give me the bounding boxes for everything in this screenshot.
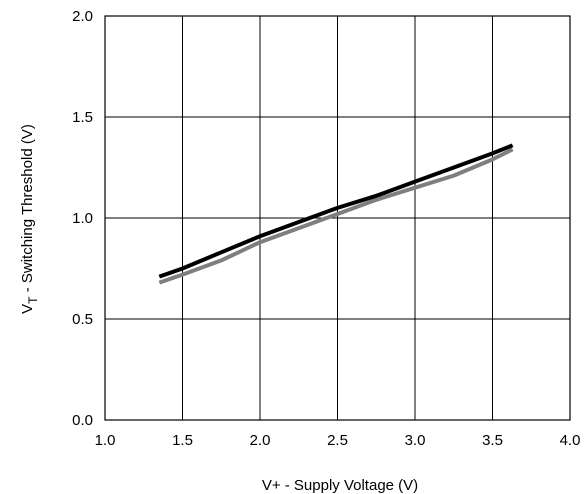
grid (104, 15, 571, 421)
series-layer (158, 143, 514, 285)
y-tick-label: 0.5 (72, 311, 93, 328)
y-tick-label: 1.5 (72, 109, 93, 126)
x-tick-label: 4.0 (560, 432, 581, 449)
series-line-2 (158, 143, 514, 279)
x-tick-label: 1.5 (172, 432, 193, 449)
y-tick-labels: 0.0 0.5 1.0 1.5 2.0 (72, 8, 93, 429)
y-tick-label: 0.0 (72, 412, 93, 429)
series-line-1 (158, 147, 514, 285)
y-tick-label: 1.0 (72, 210, 93, 227)
y-axis-title: VT - Switching Threshold (V) (19, 124, 40, 314)
x-tick-labels: 1.0 1.5 2.0 2.5 3.0 3.5 4.0 (95, 432, 581, 449)
y-tick-label: 2.0 (72, 8, 93, 25)
x-tick-label: 3.5 (482, 432, 503, 449)
y-axis-title-sub: T (26, 296, 40, 304)
x-tick-label: 1.0 (95, 432, 116, 449)
x-axis-title: V+ - Supply Voltage (V) (262, 477, 418, 494)
y-axis-title-main: V (19, 304, 36, 314)
plot-frame (104, 15, 571, 421)
x-tick-label: 2.0 (250, 432, 271, 449)
y-axis-title-rest: - Switching Threshold (V) (19, 124, 36, 296)
x-tick-label: 3.0 (405, 432, 426, 449)
x-tick-label: 2.5 (327, 432, 348, 449)
